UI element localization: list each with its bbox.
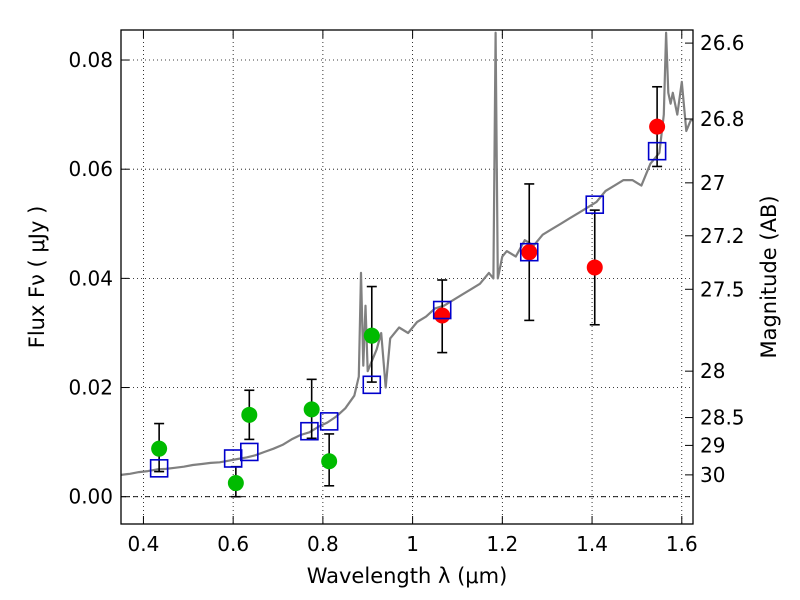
green-data-point <box>241 406 258 423</box>
model-photometry-box <box>585 195 605 214</box>
series-layer <box>121 31 693 498</box>
green-data-point <box>303 401 320 418</box>
red-data-point <box>521 244 538 261</box>
grid-lines <box>121 30 693 524</box>
y2-axis-ticks: 26.6 26.8 27 27.2 27.5 28 28.5 29 30 <box>685 31 745 487</box>
x-axis-title: Wavelength λ (μm) <box>307 564 508 588</box>
model-photometry-box <box>240 442 259 462</box>
y-tick-label: 0.04 <box>68 266 113 290</box>
model-photometry-box <box>149 459 169 478</box>
model-spectrum-line <box>121 31 693 476</box>
model-photometry-box <box>647 141 667 161</box>
green-data-point <box>363 327 380 344</box>
y-axis-title: Flux Fν ( μJy ) <box>25 206 49 349</box>
x-tick-label: 1 <box>406 532 419 556</box>
y2-tick-label: 28.5 <box>700 406 745 430</box>
y2-tick-label: 27.5 <box>700 277 745 301</box>
y2-tick-label: 29 <box>700 433 725 457</box>
x-tick-label: 1.4 <box>576 532 608 556</box>
x-axis-ticks: 0.4 0.6 0.8 1 1.2 1.4 1.6 <box>128 30 698 556</box>
y2-tick-label: 26.6 <box>700 31 745 55</box>
y2-tick-label: 26.8 <box>700 107 745 131</box>
x-tick-label: 0.8 <box>307 532 339 556</box>
y2-tick-label: 27 <box>700 171 725 195</box>
y2-tick-label: 27.2 <box>700 224 745 248</box>
red-data-point <box>586 259 603 276</box>
model-photometry-box <box>362 375 382 395</box>
green-data-point <box>321 453 338 470</box>
y-tick-label: 0.06 <box>68 157 113 181</box>
y-tick-label: 0.02 <box>68 376 113 400</box>
model-photometry-box <box>319 412 339 431</box>
y2-tick-label: 28 <box>700 359 725 383</box>
x-tick-label: 1.2 <box>486 532 518 556</box>
model-photometry-box <box>300 421 319 441</box>
x-tick-label: 0.4 <box>128 532 160 556</box>
y-tick-label: 0.08 <box>68 48 113 72</box>
model-photometry-box <box>432 300 452 320</box>
y2-axis-title: Magnitude (AB) <box>757 195 781 358</box>
y2-tick-label: 30 <box>700 463 725 487</box>
y-tick-label: 0.00 <box>68 485 113 509</box>
red-data-point <box>434 307 451 324</box>
y-axis-ticks: 0.00 0.02 0.04 0.06 0.08 <box>68 48 129 509</box>
green-data-point <box>151 440 168 457</box>
red-data-point <box>649 118 666 135</box>
model-photometry-box <box>223 449 243 468</box>
x-tick-label: 0.6 <box>217 532 249 556</box>
x-tick-label: 1.6 <box>666 532 698 556</box>
model-photometry-box <box>519 242 539 262</box>
plot-frame <box>120 29 694 525</box>
green-data-point <box>227 475 244 492</box>
